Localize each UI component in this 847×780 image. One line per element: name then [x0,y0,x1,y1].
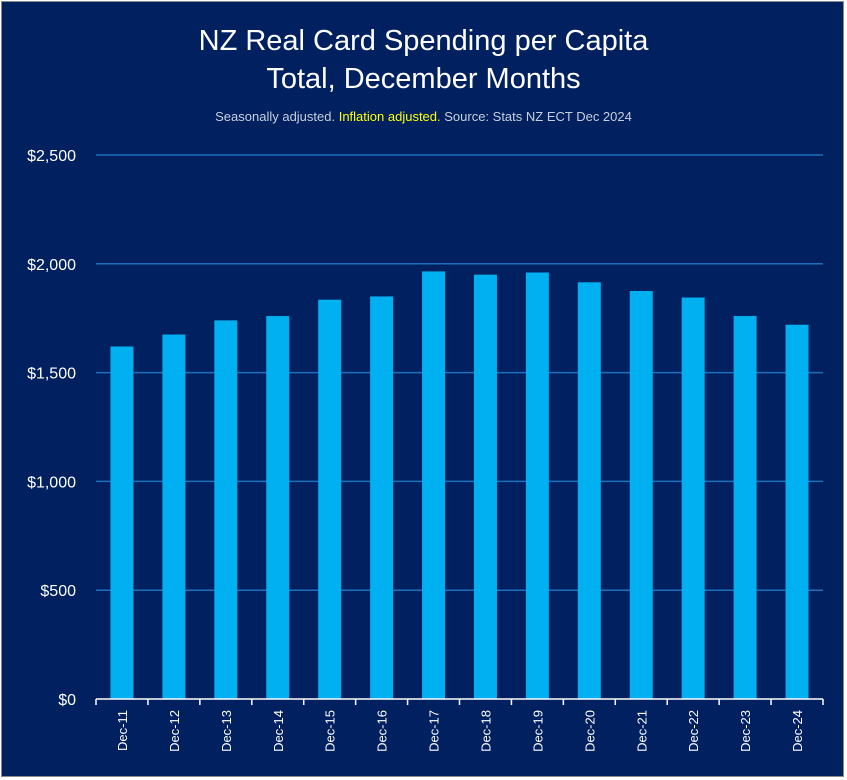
chart-title-line1: NZ Real Card Spending per Capita [198,25,649,57]
bar [214,320,238,699]
x-tick-label: Dec-19 [530,710,545,752]
bar [266,316,290,699]
x-tick-label: Dec-18 [478,710,493,752]
y-tick-label: $1,500 [27,366,76,383]
x-tick-label: Dec-22 [686,710,701,752]
x-tick-labels: Dec-11 Dec-12 Dec-13 Dec-14 Dec-15 Dec-16 Dec-… [115,710,805,752]
bar [473,274,497,699]
y-tick-label: $2,000 [27,257,76,274]
chart-subtitle: Seasonally adjusted. Inflation adjusted.… [0,109,847,124]
x-tick-label: Dec-15 [323,710,338,752]
bar [422,271,446,699]
subtitle-source: Source: Stats NZ ECT Dec 2024 [440,109,632,124]
bar [577,282,601,699]
x-tick-label: Dec-24 [790,710,805,752]
x-tick-label: Dec-12 [167,710,182,752]
y-tick-label: $2,500 [27,148,76,165]
bar [785,324,809,699]
y-tick-label: $0 [58,692,76,709]
bar [110,346,134,699]
bar [629,291,653,699]
x-tick-label: Dec-11 [115,710,130,751]
x-tick-label: Dec-21 [634,710,649,752]
chart-title: NZ Real Card Spending per Capita Total, … [0,22,847,98]
subtitle-inflation: Inflation adjusted. [338,109,441,124]
subtitle-seasonal: Seasonally adjusted. [215,109,339,124]
bars [110,271,809,699]
x-tick-label: Dec-20 [582,710,597,752]
bar [162,334,186,699]
bar [318,299,342,699]
x-tick-label: Dec-16 [375,710,390,752]
x-tick-label: Dec-13 [219,710,234,752]
bar [733,316,757,699]
bar [370,296,394,699]
y-tick-label: $500 [40,583,76,600]
x-tick-label: Dec-23 [738,710,753,752]
y-tick-label: $1,000 [27,474,76,491]
x-axis [95,698,824,705]
gridlines [96,154,823,591]
bar [525,272,549,699]
x-tick-label: Dec-17 [427,710,442,752]
y-axis: $0 $500 $1,000 $1,500 $2,000 $2,500 [27,148,76,709]
bar [681,297,705,699]
x-tick-label: Dec-14 [271,710,286,752]
chart-title-line2: Total, December Months [266,63,581,95]
